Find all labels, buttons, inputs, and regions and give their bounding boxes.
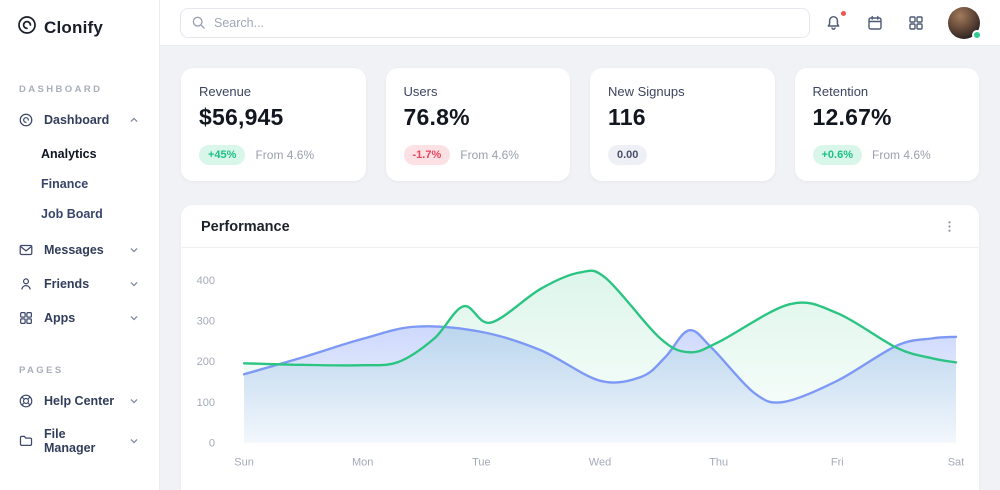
content: Revenue $56,945 +45% From 4.6% Users 76.… (160, 46, 1000, 490)
stat-title: Retention (812, 84, 869, 99)
stat-title: New Signups (608, 84, 685, 99)
stat-card: Users 76.8% -1.7% From 4.6% (385, 68, 570, 181)
stat-note: From 4.6% (872, 148, 931, 162)
search-icon (191, 15, 206, 30)
sidebar-item-label: Messages (44, 243, 104, 257)
performance-title: Performance (201, 218, 290, 235)
stats-row: Revenue $56,945 +45% From 4.6% Users 76.… (181, 68, 979, 181)
apps-icon (18, 310, 34, 326)
stat-value: 116 (608, 104, 646, 130)
sidebar-item-friends[interactable]: Friends (12, 267, 147, 301)
x-axis-tick: Mon (352, 456, 373, 468)
kebab-menu-icon[interactable] (940, 217, 959, 236)
sidebar-item-messages[interactable]: Messages (12, 233, 147, 267)
sidebar-item-label: Apps (44, 311, 76, 325)
app-name: Clonify (44, 17, 104, 37)
chevron-down-icon (127, 243, 141, 257)
stat-badge: -1.7% (403, 145, 451, 165)
chevron-down-icon (127, 394, 141, 408)
mail-icon (18, 242, 34, 258)
stat-title: Revenue (199, 84, 252, 99)
chevron-down-icon (127, 434, 141, 448)
nav-section-label: PAGES (19, 365, 64, 376)
folder-icon (18, 433, 34, 449)
x-axis-tick: Wed (589, 456, 611, 468)
performance-header: Performance (181, 205, 979, 248)
topbar (160, 0, 1000, 46)
stat-note: From 4.6% (460, 148, 519, 162)
lifebuoy-icon (18, 393, 34, 409)
clonify-logo-icon (17, 15, 37, 40)
stat-card: New Signups 116 0.00 (590, 68, 775, 181)
notification-dot (840, 10, 847, 17)
sidebar-subitem-job-board[interactable]: Job Board (41, 207, 103, 221)
topbar-actions (824, 6, 982, 40)
blue-series-line (242, 325, 958, 404)
green-series-line (242, 269, 958, 367)
stat-title: Users (403, 84, 438, 99)
sidebar-subitem-finance[interactable]: Finance (41, 177, 89, 191)
y-axis-tick: 200 (197, 356, 215, 368)
y-axis-tick: 100 (197, 397, 215, 409)
stat-value: 76.8% (403, 104, 470, 130)
y-axis-tick: 300 (197, 316, 215, 328)
sidebar-item-label: Dashboard (44, 113, 110, 127)
user-icon (18, 276, 34, 292)
search-box[interactable] (180, 7, 810, 38)
stat-badge: 0.00 (608, 145, 648, 165)
x-axis-tick: Sun (234, 456, 254, 468)
sidebar-item-label: File Manager (44, 427, 96, 455)
logo[interactable]: Clonify (12, 13, 147, 40)
calendar-icon[interactable] (866, 14, 884, 32)
dashboard-icon (18, 112, 34, 128)
stat-value: $56,945 (199, 104, 284, 130)
x-axis-tick: Tue (472, 456, 491, 468)
sidebar-item-help-center[interactable]: Help Center (12, 384, 147, 418)
avatar[interactable] (948, 6, 982, 40)
sidebar-item-file-manager[interactable]: File Manager (12, 418, 147, 464)
sidebar: Clonify DASHBOARD Dashboard Analytics Fi… (0, 0, 160, 490)
performance-card: Performance 0 100 200 300 400 Sun Mon Tue Wed Thu… (181, 205, 979, 490)
nav-section-label: DASHBOARD (19, 84, 103, 95)
chevron-up-icon (127, 113, 141, 127)
x-axis-tick: Sat (948, 456, 965, 468)
bell-icon[interactable] (824, 10, 847, 32)
sidebar-item-dashboard[interactable]: Dashboard (12, 103, 147, 137)
stat-badge: +0.6% (812, 145, 862, 165)
sidebar-subitem-analytics[interactable]: Analytics (41, 147, 97, 161)
x-axis-tick: Thu (709, 456, 728, 468)
stat-note: From 4.6% (255, 148, 315, 162)
sidebar-sublist: Analytics Finance Job Board (12, 137, 147, 233)
x-axis-tick: Fri (831, 456, 844, 468)
y-axis-tick: 0 (209, 438, 215, 450)
sidebar-item-apps[interactable]: Apps (12, 301, 147, 335)
apps-grid-icon[interactable] (907, 14, 925, 32)
green-series-area (244, 270, 956, 443)
y-axis-tick: 400 (197, 275, 215, 287)
chevron-down-icon (127, 277, 141, 291)
performance-chart: 0 100 200 300 400 Sun Mon Tue Wed Thu Fri Sat (181, 248, 979, 490)
stat-card: Revenue $56,945 +45% From 4.6% (181, 68, 366, 181)
sidebar-item-label: Help Center (44, 394, 115, 408)
search-input[interactable] (214, 15, 799, 30)
online-status-dot (972, 29, 982, 40)
sidebar-nav: DASHBOARD Dashboard Analytics Finance Jo… (12, 84, 147, 464)
sidebar-item-label: Friends (44, 277, 90, 291)
chevron-down-icon (127, 311, 141, 325)
stat-badge: +45% (199, 145, 246, 165)
main-area: Revenue $56,945 +45% From 4.6% Users 76.… (160, 0, 1000, 490)
stat-value: 12.67% (812, 104, 892, 130)
stat-card: Retention 12.67% +0.6% From 4.6% (794, 68, 979, 181)
